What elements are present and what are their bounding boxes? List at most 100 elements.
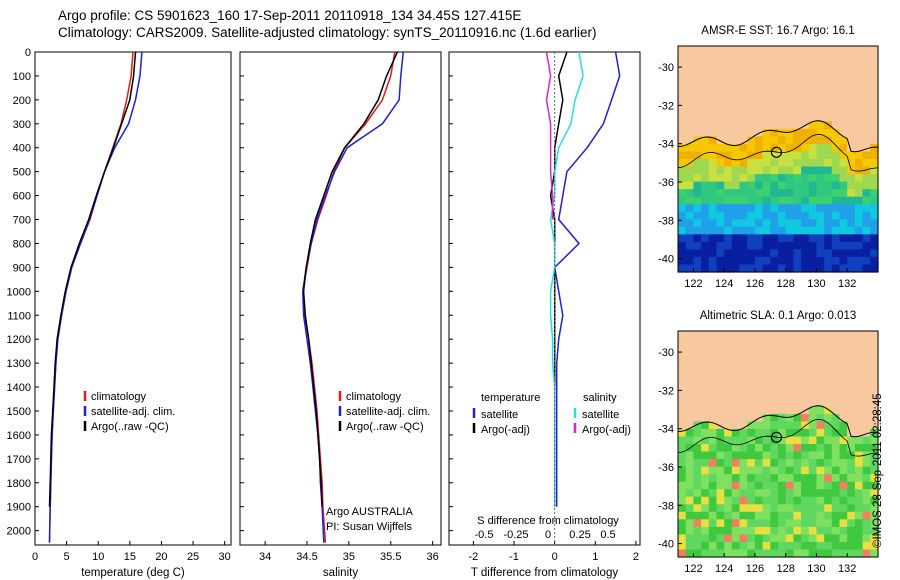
- map-cell: [716, 83, 725, 92]
- map-cell: [739, 234, 748, 243]
- map-cell: [831, 413, 841, 422]
- map-cell: [693, 421, 702, 430]
- map-cell: [724, 106, 733, 115]
- map-y-tick-label: -38: [658, 500, 674, 512]
- map-cell: [778, 346, 787, 355]
- map-cell: [808, 398, 818, 407]
- map-cell: [708, 549, 718, 558]
- map-cell: [724, 534, 733, 543]
- map-cell: [808, 264, 818, 273]
- map-cell: [716, 68, 725, 77]
- map-cell: [770, 113, 779, 122]
- map-cell: [801, 166, 810, 175]
- map-cell: [808, 68, 818, 77]
- map-cell: [808, 519, 818, 528]
- map-cell: [801, 466, 810, 475]
- map-cell: [785, 413, 794, 422]
- map-cell: [847, 444, 856, 453]
- map-cell: [785, 451, 794, 460]
- map-cell: [839, 234, 848, 243]
- map-cell: [701, 489, 710, 498]
- map-cell: [762, 53, 771, 62]
- legend-label: satellite-adj. clim.: [346, 406, 430, 418]
- map-cell: [778, 466, 787, 475]
- map-cell: [724, 511, 733, 520]
- map-cell: [839, 489, 848, 498]
- map-cell: [839, 151, 848, 160]
- map-cell: [808, 526, 818, 535]
- x-tick-label: 15: [124, 551, 136, 563]
- map-cell: [762, 474, 771, 483]
- map-cell: [716, 504, 725, 513]
- map-cell: [754, 181, 764, 190]
- map-cell: [870, 459, 879, 468]
- map-cell: [701, 331, 710, 340]
- map-cell: [785, 83, 794, 92]
- map-cell: [708, 256, 718, 265]
- map-cell: [701, 428, 710, 437]
- map-cell: [693, 511, 702, 520]
- map-cell: [685, 368, 694, 377]
- map-cell: [870, 249, 879, 258]
- map-cell: [762, 428, 771, 437]
- map-cell: [678, 264, 687, 273]
- map-cell: [824, 174, 833, 183]
- map-cell: [801, 346, 810, 355]
- map-cell: [824, 398, 833, 407]
- map-cell: [678, 121, 687, 130]
- map-cell: [693, 496, 702, 505]
- map-cell: [793, 496, 802, 505]
- map-cell: [785, 534, 794, 543]
- map-cell: [847, 466, 856, 475]
- map-cell: [816, 61, 825, 70]
- map-cell: [847, 121, 856, 130]
- map-cell: [731, 61, 741, 70]
- map-cell: [854, 128, 864, 137]
- map-cell: [839, 376, 848, 385]
- map-cell: [862, 428, 871, 437]
- map-cell: [747, 226, 756, 235]
- map-cell: [870, 226, 879, 235]
- map-cell: [839, 413, 848, 422]
- map-cell: [731, 406, 741, 415]
- map-cell: [762, 189, 771, 198]
- map-cell: [854, 249, 864, 258]
- map-cell: [824, 353, 833, 362]
- map-cell: [678, 459, 687, 468]
- map-y-tick-label: -38: [658, 215, 674, 227]
- map-cell: [701, 128, 710, 137]
- map-cell: [831, 474, 841, 483]
- map-cell: [685, 264, 694, 273]
- map-cell: [831, 451, 841, 460]
- map-cell: [693, 249, 702, 258]
- map-cell: [762, 504, 771, 513]
- map-cell: [693, 264, 702, 273]
- map-cell: [824, 451, 833, 460]
- map-cell: [754, 166, 764, 175]
- map-cell: [678, 113, 687, 122]
- map-cell: [816, 466, 825, 475]
- map-cell: [785, 68, 794, 77]
- map-cell: [685, 113, 694, 122]
- map-cell: [678, 91, 687, 100]
- map-cell: [754, 91, 764, 100]
- map-x-tick-label: 122: [684, 278, 702, 290]
- map-cell: [754, 489, 764, 498]
- y-tick-label: 2000: [7, 526, 31, 538]
- map-cell: [770, 489, 779, 498]
- legend-label: Argo(..raw -QC): [91, 421, 169, 433]
- map-y-tick-label: -32: [658, 385, 674, 397]
- map-cell: [808, 128, 818, 137]
- map-cell: [839, 61, 848, 70]
- map-cell: [778, 174, 787, 183]
- map-cell: [801, 181, 810, 190]
- map-cell: [701, 241, 710, 250]
- map-cell: [693, 61, 702, 70]
- map-cell: [731, 436, 741, 445]
- map-cell: [747, 526, 756, 535]
- map-cell: [847, 481, 856, 490]
- map-cell: [847, 534, 856, 543]
- map-cell: [678, 474, 687, 483]
- series-line: [48, 51, 143, 543]
- map-cell: [724, 353, 733, 362]
